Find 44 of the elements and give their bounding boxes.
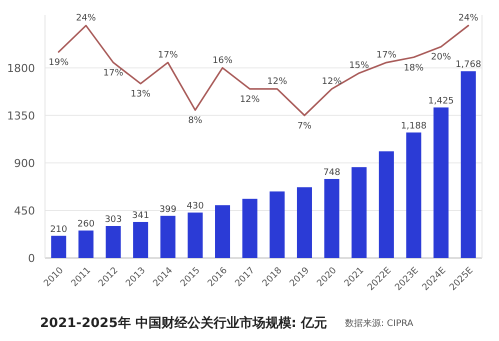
bar xyxy=(352,167,367,258)
bar xyxy=(296,187,312,258)
bar xyxy=(215,205,230,258)
bar xyxy=(460,71,476,258)
data-label: 8% xyxy=(188,116,203,126)
data-label: 24% xyxy=(76,14,96,24)
bar xyxy=(242,198,258,258)
bar xyxy=(406,132,422,258)
data-label: 13% xyxy=(130,90,152,100)
data-label: 748 xyxy=(323,168,341,178)
data-label: 17% xyxy=(103,68,124,79)
bar xyxy=(378,151,394,258)
data-label: 303 xyxy=(104,214,122,225)
bar xyxy=(51,236,66,258)
data-label: 12% xyxy=(267,76,288,87)
bar xyxy=(160,216,176,258)
data-label: 15% xyxy=(349,61,370,72)
bar xyxy=(106,226,121,258)
bar xyxy=(188,212,203,258)
data-label: 210 xyxy=(50,224,68,235)
bar xyxy=(270,191,285,258)
data-label: 341 xyxy=(132,210,150,221)
data-label: 1,768 xyxy=(455,60,482,70)
data-label: 430 xyxy=(186,202,204,212)
data-label: 20% xyxy=(431,52,452,63)
data-label: 24% xyxy=(458,14,479,24)
data-label: 16% xyxy=(212,56,233,66)
data-label: 12% xyxy=(322,76,342,87)
data-label: 17% xyxy=(376,50,397,61)
data-label: 260 xyxy=(77,220,95,230)
data-label: 399 xyxy=(159,204,177,215)
data-label: 1,425 xyxy=(428,96,454,106)
data-label: 17% xyxy=(158,50,178,61)
data-label: 1,188 xyxy=(400,121,427,132)
data-label: 19% xyxy=(48,58,70,68)
data-label: 18% xyxy=(404,63,424,74)
bar xyxy=(434,107,449,258)
bar xyxy=(324,178,340,258)
annotation: 数据来源: CIPRA xyxy=(345,319,414,329)
bar xyxy=(78,230,94,258)
data-label: 7% xyxy=(297,121,312,132)
bar xyxy=(133,222,148,258)
data-label: 12% xyxy=(240,94,260,105)
title: 2021-2025年 中国财经公关行业市场规模: 亿元 xyxy=(40,316,328,331)
